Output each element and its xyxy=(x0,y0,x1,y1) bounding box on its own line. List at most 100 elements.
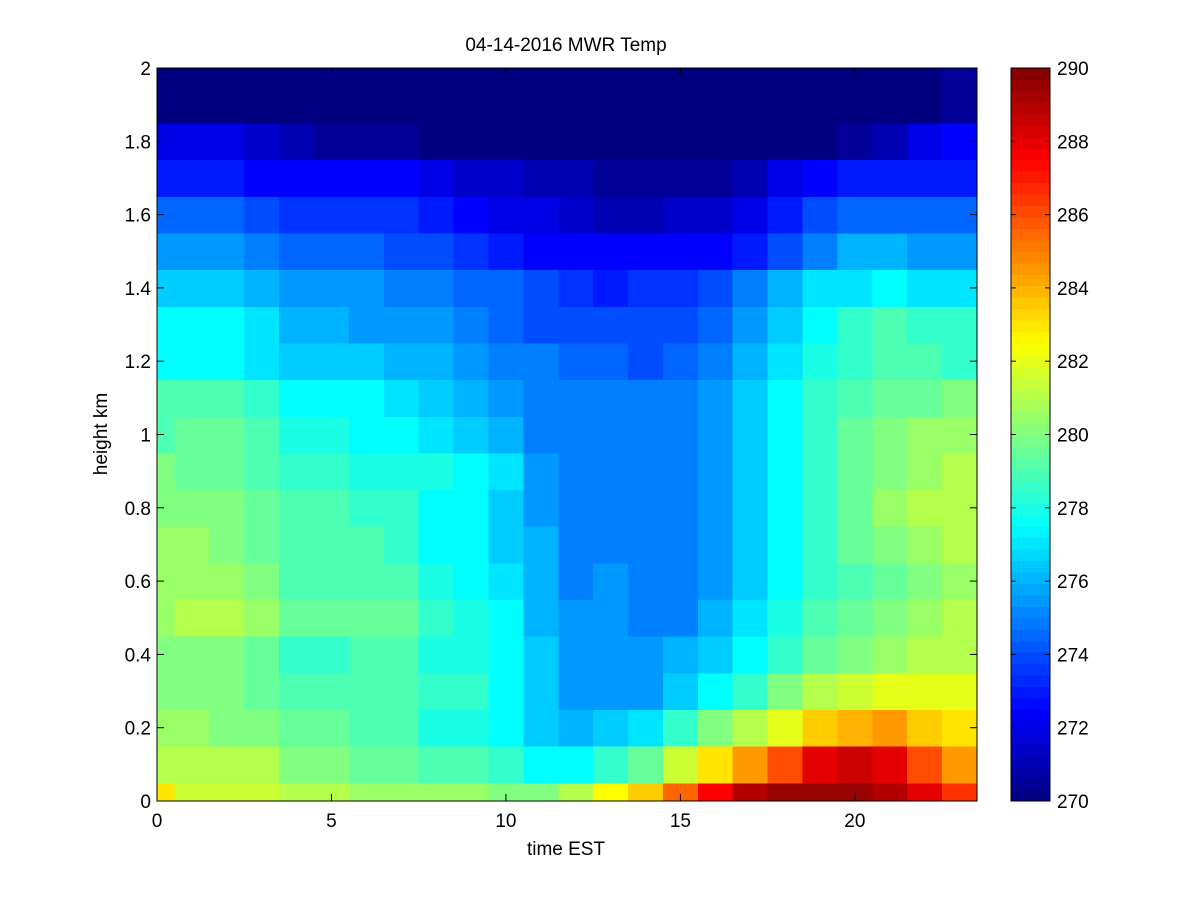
heatmap-cell xyxy=(697,672,734,710)
heatmap-cell xyxy=(383,159,420,197)
heatmap-cell xyxy=(418,562,455,601)
colorbar-level xyxy=(1011,113,1050,126)
heatmap-cell xyxy=(767,452,804,491)
heatmap-cell xyxy=(593,306,629,344)
heatmap-cell xyxy=(872,709,908,747)
heatmap-cell xyxy=(837,636,873,674)
heatmap-cell xyxy=(174,489,210,527)
heatmap-cell xyxy=(628,782,664,802)
heatmap-cell xyxy=(558,562,594,601)
heatmap-cell xyxy=(872,306,908,344)
heatmap-cell xyxy=(523,306,559,344)
heatmap-cell xyxy=(453,746,490,784)
heatmap-cell xyxy=(244,709,280,747)
heatmap-cell xyxy=(907,416,943,454)
heatmap-cell xyxy=(872,489,908,527)
heatmap-cell xyxy=(314,599,350,637)
heatmap-cell xyxy=(732,489,769,527)
heatmap-cell xyxy=(593,746,629,784)
colorbar-tick-label: 276 xyxy=(1057,572,1089,593)
colorbar-level xyxy=(1011,480,1050,493)
heatmap-cell xyxy=(174,269,210,307)
heatmap-cell xyxy=(662,709,699,747)
heatmap-cell xyxy=(523,342,559,381)
heatmap-cell xyxy=(209,232,245,271)
heatmap-cell xyxy=(558,196,594,234)
heatmap-cell xyxy=(488,599,524,637)
heatmap-cell xyxy=(593,379,629,417)
heatmap-cell xyxy=(523,68,559,124)
heatmap-cell xyxy=(872,526,908,564)
heatmap-cell xyxy=(872,416,908,454)
heatmap-cell xyxy=(593,232,629,271)
heatmap-cell xyxy=(174,709,210,747)
heatmap-cell xyxy=(157,526,176,564)
heatmap-cell xyxy=(209,379,245,417)
heatmap-cell xyxy=(628,159,664,197)
heatmap-cell xyxy=(314,746,350,784)
heatmap-cell xyxy=(174,526,210,564)
heatmap-cell xyxy=(453,599,490,637)
heatmap-cell xyxy=(837,68,873,124)
colorbar-level xyxy=(1011,720,1050,733)
heatmap-cell xyxy=(348,746,385,784)
heatmap-cell xyxy=(558,269,594,307)
heatmap-cell xyxy=(802,122,839,161)
colorbar-level xyxy=(1011,297,1050,310)
y-tick-label: 1.2 xyxy=(125,352,151,373)
heatmap-cell xyxy=(174,782,210,802)
heatmap-cell xyxy=(767,342,804,381)
heatmap-cell xyxy=(488,416,524,454)
heatmap-cell xyxy=(697,562,734,601)
heatmap-cell xyxy=(174,306,210,344)
heatmap-cell xyxy=(383,599,420,637)
heatmap-cell xyxy=(697,379,734,417)
heatmap-cell xyxy=(453,489,490,527)
colorbar-level xyxy=(1011,205,1050,218)
heatmap-cell xyxy=(157,672,176,710)
heatmap-cell xyxy=(907,452,943,491)
heatmap-cell xyxy=(697,342,734,381)
heatmap-cell xyxy=(662,562,699,601)
colorbar-level xyxy=(1011,136,1050,149)
heatmap-cell xyxy=(348,452,385,491)
heatmap-cell xyxy=(872,746,908,784)
heatmap-cell xyxy=(418,782,455,802)
colorbar-level xyxy=(1011,640,1050,653)
heatmap-cell xyxy=(837,746,873,784)
heatmap-cell xyxy=(662,306,699,344)
x-tick-label: 5 xyxy=(326,811,337,832)
heatmap-cell xyxy=(418,709,455,747)
heatmap-cell xyxy=(174,452,210,491)
colorbar-level xyxy=(1011,377,1050,390)
heatmap-cell xyxy=(157,599,176,637)
colorbar-level xyxy=(1011,274,1050,287)
heatmap-cell xyxy=(383,416,420,454)
heatmap-cell xyxy=(488,746,524,784)
heatmap-cell xyxy=(157,489,176,527)
colorbar-level xyxy=(1011,491,1050,504)
colorbar-level xyxy=(1011,526,1050,539)
heatmap-cell xyxy=(418,269,455,307)
heatmap-cell xyxy=(523,709,559,747)
heatmap-cell xyxy=(383,269,420,307)
heatmap-cell xyxy=(453,416,490,454)
heatmap-cell xyxy=(558,746,594,784)
heatmap-cell xyxy=(907,562,943,601)
heatmap-cell xyxy=(418,196,455,234)
heatmap-cell xyxy=(697,782,734,802)
heatmap-cell xyxy=(872,68,908,124)
heatmap-cell xyxy=(209,416,245,454)
heatmap-cell xyxy=(383,672,420,710)
heatmap-cell xyxy=(314,782,350,802)
heatmap-cell xyxy=(174,672,210,710)
heatmap-cell xyxy=(157,269,176,307)
heatmap-cell xyxy=(802,196,839,234)
heatmap-cell xyxy=(157,68,176,124)
heatmap-cell xyxy=(837,159,873,197)
heatmap-cell xyxy=(348,782,385,802)
colorbar-level xyxy=(1011,411,1050,424)
colorbar-level xyxy=(1011,594,1050,607)
heatmap-cell xyxy=(418,636,455,674)
heatmap-cell xyxy=(244,68,280,124)
